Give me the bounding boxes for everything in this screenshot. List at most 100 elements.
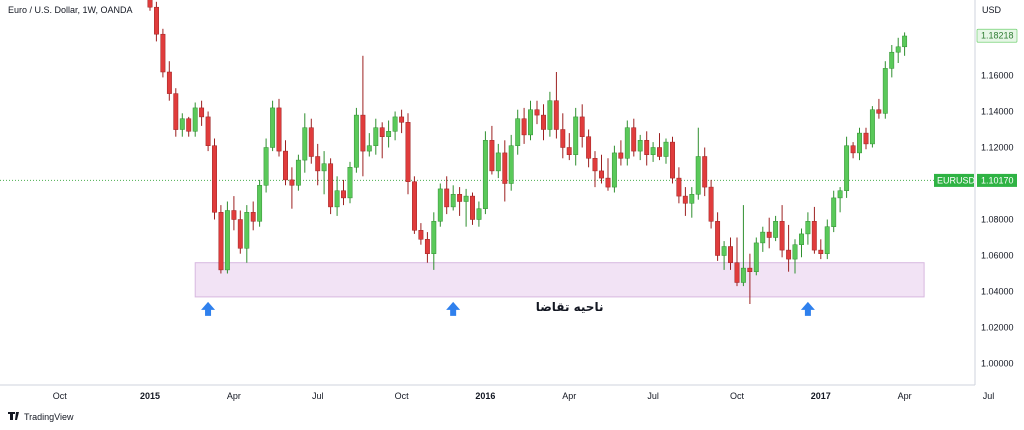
candle-body <box>824 226 830 254</box>
candle-body <box>405 122 411 182</box>
candle-body <box>315 156 321 172</box>
candle-body <box>328 163 334 208</box>
candle-body <box>624 127 630 159</box>
candle-body <box>728 246 733 263</box>
candle-body <box>341 190 346 199</box>
candle-body <box>786 249 792 260</box>
candle-body <box>882 68 888 114</box>
candle-body <box>631 127 637 152</box>
candle-body <box>276 107 282 152</box>
candle-body <box>708 186 714 222</box>
candle-body <box>611 152 617 188</box>
candle-body <box>792 244 798 260</box>
price-tick-label: 1.06000 <box>981 251 1014 261</box>
candle-body <box>373 127 379 146</box>
time-tick-label: Apr <box>562 391 576 401</box>
candle-body <box>618 152 624 159</box>
candle-body <box>321 163 327 172</box>
candle-body <box>837 190 843 199</box>
candle-body <box>308 127 314 157</box>
candle-body <box>734 262 740 283</box>
candle-body <box>205 116 211 146</box>
time-axis-ticks: Oct 2015 Apr Jul Oct 2016 Apr Jul Oct 2017 Apr Jul <box>53 391 995 401</box>
time-tick-label: Apr <box>227 391 241 401</box>
candle-body <box>508 145 514 184</box>
candle-body <box>579 116 585 137</box>
candle-body <box>889 51 895 69</box>
candle-body <box>347 167 353 199</box>
candle-body <box>457 194 463 202</box>
candle-body <box>224 210 230 271</box>
candle-body <box>715 221 721 256</box>
candle-body <box>379 127 385 137</box>
candle-body <box>799 233 804 245</box>
candle-body <box>450 194 456 208</box>
candle-body <box>657 147 662 157</box>
candle-body <box>547 100 553 130</box>
candle-body <box>212 145 217 213</box>
candle-body <box>541 114 546 130</box>
price-tick-label: 1.12000 <box>981 143 1014 153</box>
time-tick-label: 2015 <box>140 391 160 401</box>
candle-body <box>831 197 837 227</box>
candle-body <box>366 145 372 152</box>
eurusd-symbol-tag-bg <box>934 173 974 187</box>
candle-body <box>218 212 224 271</box>
candle-body <box>753 242 759 272</box>
candle-body <box>689 194 695 204</box>
candle-body <box>682 195 688 204</box>
time-tick-label: Oct <box>395 391 410 401</box>
candle-body <box>811 221 817 251</box>
candle-body <box>663 141 669 157</box>
candle-body <box>670 141 675 179</box>
candle-body <box>237 219 243 249</box>
candle-body <box>521 118 527 136</box>
price-axis-ticks: 1.000001.020001.040001.060001.080001.100… <box>981 35 1014 369</box>
candle-body <box>263 147 269 186</box>
candle-body <box>586 136 592 159</box>
candle-body <box>489 140 495 172</box>
demand-zone[interactable] <box>194 262 925 298</box>
candle-body <box>876 109 882 114</box>
candle-body <box>515 118 521 146</box>
candle-body <box>147 0 153 8</box>
candle-body <box>399 116 405 123</box>
candle-body <box>592 158 598 172</box>
candle-body <box>166 71 172 94</box>
time-tick-label: 2017 <box>811 391 831 401</box>
candle-body <box>437 188 443 222</box>
candle-body <box>863 132 869 145</box>
candle-body <box>270 107 276 148</box>
candle-body <box>463 195 469 202</box>
candle-body <box>334 190 340 208</box>
candle-body <box>257 185 263 222</box>
candle-body <box>650 147 656 155</box>
currency-label: USD <box>982 5 1002 15</box>
price-tick-label: 1.02000 <box>981 322 1014 332</box>
demand-zone-label: ناحیه تقاضا <box>536 300 604 314</box>
time-tick-label: Jul <box>647 391 659 401</box>
candle-body <box>805 221 811 235</box>
candle-body <box>392 116 398 132</box>
candle-body <box>773 221 779 238</box>
arrows-layer <box>201 301 815 316</box>
candle-body <box>482 140 488 209</box>
time-tick-label: Oct <box>730 391 745 401</box>
time-tick-label: Jul <box>983 391 995 401</box>
tradingview-logo-icon <box>8 412 19 420</box>
candle-body <box>353 114 359 168</box>
candle-body <box>154 6 159 35</box>
time-tick-label: Jul <box>312 391 324 401</box>
candle-body <box>560 129 566 148</box>
candle-body <box>502 152 508 184</box>
candle-body <box>231 210 237 220</box>
candle-body <box>695 156 701 195</box>
last-price-tag-bg <box>976 28 1018 43</box>
arrow-2016-dec-icon <box>800 301 815 316</box>
tradingview-logo[interactable]: TradingView <box>8 412 74 422</box>
price-tick-label: 1.00000 <box>981 358 1014 368</box>
candle-body <box>534 109 540 116</box>
candle-body <box>605 177 611 188</box>
